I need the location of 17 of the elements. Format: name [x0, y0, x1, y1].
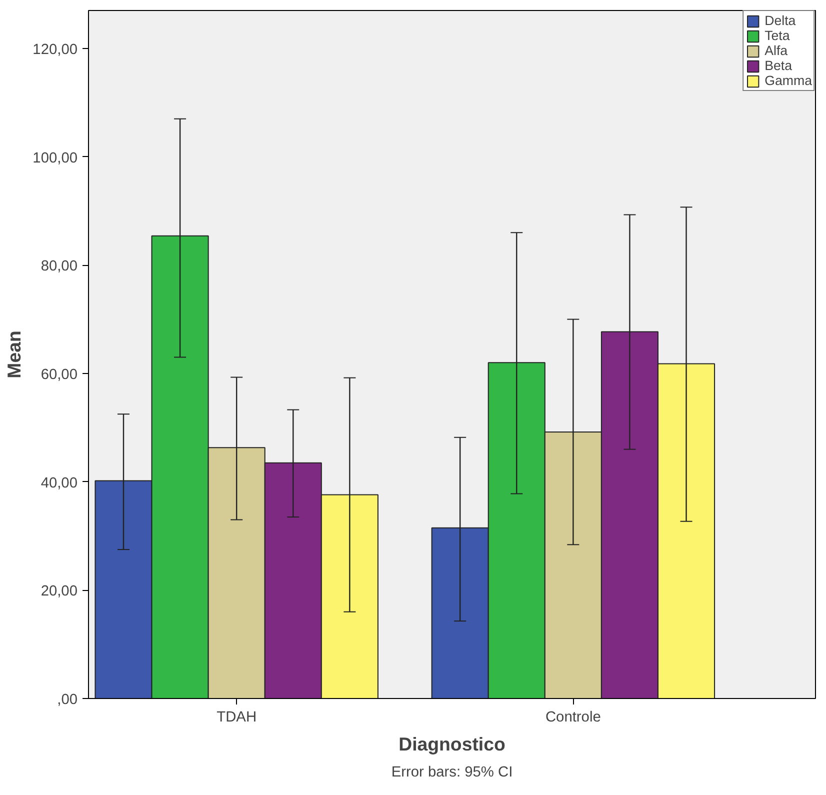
legend-label: Beta — [764, 58, 792, 73]
y-tick-label: 20,00 — [40, 584, 78, 600]
y-tick-label: 120,00 — [32, 42, 78, 58]
x-tick-label: TDAH — [216, 710, 257, 726]
y-tick-label: 80,00 — [40, 258, 78, 275]
x-axis-title: Diagnostico — [398, 734, 506, 754]
y-tick-label: ,00 — [57, 692, 78, 708]
text: Error bars: 95% CI — [391, 764, 513, 780]
y-axis-title: Mean — [4, 330, 25, 378]
x-tick-label: Controle — [545, 710, 601, 726]
legend-label: Gamma — [764, 73, 812, 88]
y-tick-label: 40,00 — [40, 475, 78, 492]
legend-label: Teta — [764, 28, 790, 43]
legend-label: Alfa — [764, 43, 788, 58]
y-tick-label: 60,00 — [40, 366, 78, 383]
y-tick-label: 100,00 — [32, 150, 78, 166]
legend-label: Delta — [764, 13, 796, 28]
